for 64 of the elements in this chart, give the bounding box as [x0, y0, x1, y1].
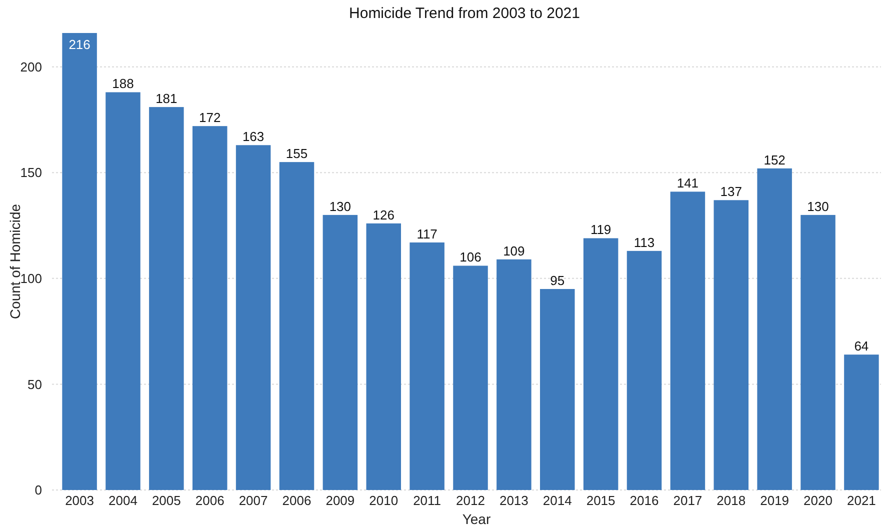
data-label: 119: [590, 222, 612, 238]
bar: [149, 107, 184, 490]
bar: [279, 162, 314, 490]
x-tick-label: 2006: [282, 493, 312, 508]
x-tick-label: 2015: [586, 493, 616, 508]
data-label: 130: [807, 198, 829, 214]
data-label: 137: [720, 184, 742, 200]
x-tick-label: 2011: [413, 493, 442, 508]
chart-title: Homicide Trend from 2003 to 2021: [349, 5, 580, 22]
bar: [106, 92, 140, 490]
bar: [496, 259, 532, 490]
y-tick-label: 200: [20, 59, 42, 74]
data-label: 117: [416, 226, 438, 242]
x-tick-label: 2003: [65, 493, 94, 508]
x-tick-label: 2020: [804, 493, 832, 508]
data-label: 172: [199, 110, 221, 126]
bar: [62, 33, 97, 490]
bar: [410, 242, 444, 490]
data-label: 155: [286, 146, 308, 162]
data-label: 181: [156, 91, 178, 106]
x-tick-label: 2017: [673, 493, 702, 508]
bar: [626, 250, 662, 490]
x-tick-label: 2021: [846, 493, 876, 508]
data-label: 106: [460, 250, 482, 265]
data-label: 95: [550, 273, 565, 288]
bar: [192, 126, 228, 490]
x-tick-label: 2006: [195, 493, 224, 508]
bar: [453, 266, 488, 490]
data-label: 163: [242, 129, 264, 144]
x-tick-label: 2007: [238, 493, 268, 508]
x-tick-label: 2012: [456, 493, 485, 508]
x-tick-label: 2004: [108, 493, 138, 508]
bar: [714, 200, 749, 490]
bar: [800, 214, 836, 490]
y-tick-label: 0: [34, 482, 42, 498]
bar: [366, 223, 401, 490]
y-tick-label: 50: [28, 376, 42, 392]
bar: [583, 238, 618, 490]
data-label: 126: [372, 207, 394, 222]
bar: [844, 354, 879, 490]
bar: [322, 214, 358, 490]
x-axis-title: Year: [462, 511, 491, 527]
x-tick-label: 2016: [630, 493, 659, 508]
data-label: 141: [676, 176, 699, 191]
data-label: 130: [329, 198, 352, 214]
data-label: 113: [634, 234, 655, 250]
data-label: 109: [503, 243, 525, 258]
y-tick-label: 100: [20, 270, 42, 286]
bar: [540, 289, 575, 490]
bar: [236, 145, 271, 490]
data-label: 216: [68, 37, 90, 52]
x-tick-label: 2018: [716, 493, 746, 508]
x-tick-label: 2010: [369, 493, 398, 508]
x-tick-label: 2005: [152, 493, 181, 508]
x-tick-label: 2013: [499, 493, 528, 508]
data-label: 188: [112, 76, 134, 92]
data-label: 152: [764, 152, 786, 168]
x-tick-label: 2019: [760, 493, 790, 508]
x-tick-label: 2009: [326, 493, 355, 508]
x-tick-label: 2014: [542, 493, 572, 508]
bar: [757, 168, 792, 490]
bar: [670, 192, 706, 490]
y-tick-label: 150: [20, 165, 42, 180]
data-label: 64: [854, 338, 869, 354]
